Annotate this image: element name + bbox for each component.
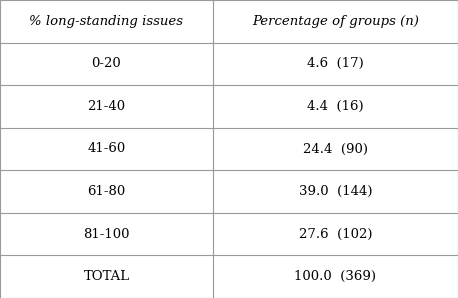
Text: Percentage of groups (n): Percentage of groups (n) bbox=[252, 15, 419, 28]
Text: 0-20: 0-20 bbox=[92, 57, 121, 70]
Text: 27.6  (102): 27.6 (102) bbox=[299, 228, 372, 241]
Text: 39.0  (144): 39.0 (144) bbox=[299, 185, 372, 198]
Text: 21-40: 21-40 bbox=[87, 100, 125, 113]
Text: 61-80: 61-80 bbox=[87, 185, 125, 198]
Text: 4.4  (16): 4.4 (16) bbox=[307, 100, 364, 113]
Text: 24.4  (90): 24.4 (90) bbox=[303, 142, 368, 156]
Text: 100.0  (369): 100.0 (369) bbox=[294, 270, 376, 283]
Text: 4.6  (17): 4.6 (17) bbox=[307, 57, 364, 70]
Text: % long-standing issues: % long-standing issues bbox=[29, 15, 184, 28]
Text: 81-100: 81-100 bbox=[83, 228, 130, 241]
Text: 41-60: 41-60 bbox=[87, 142, 125, 156]
Text: TOTAL: TOTAL bbox=[83, 270, 130, 283]
